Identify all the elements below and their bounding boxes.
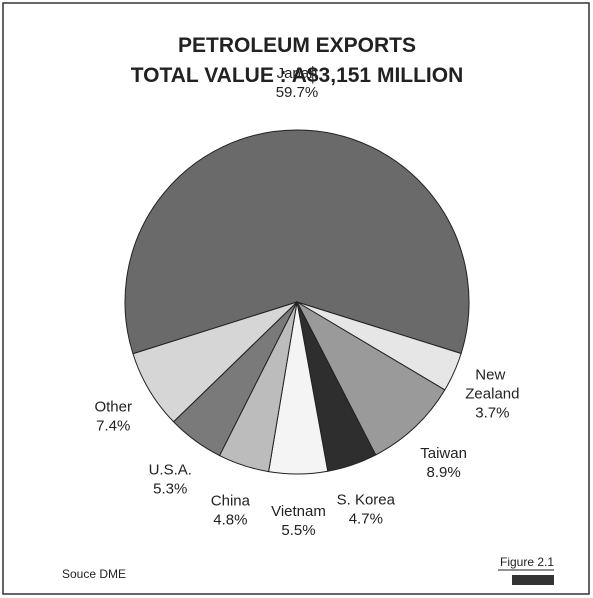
slice-label: U.S.A. — [149, 461, 192, 478]
slice-label: New Zealand — [465, 366, 519, 402]
slice-value-label: 59.7% — [276, 84, 319, 101]
slice-value-label: 5.5% — [281, 522, 315, 539]
slice-value-label: 7.4% — [96, 418, 130, 435]
slice-label: China — [211, 492, 251, 509]
slice-value-label: 5.3% — [153, 480, 187, 497]
slice-value-label: 4.8% — [213, 511, 247, 528]
slice-label: S. Korea — [337, 492, 396, 509]
slice-label: Vietnam — [271, 503, 326, 520]
slice-label: Japan — [277, 65, 318, 82]
slice-label: Taiwan — [420, 445, 467, 462]
slice-value-label: 8.9% — [427, 464, 461, 481]
pie-slice — [124, 129, 470, 355]
slice-label-line: Zealand — [465, 385, 519, 402]
slice-value-label: 4.7% — [349, 511, 383, 528]
chart-title: TOTAL VALUE : A$3,151 MILLION — [131, 64, 464, 87]
slice-value-label: 3.7% — [475, 404, 509, 421]
figure-label: Figure 2.1 — [500, 555, 554, 569]
source: Souce DME — [62, 567, 126, 581]
slice-label: Other — [94, 399, 132, 416]
chart-title: PETROLEUM EXPORTS — [178, 34, 416, 57]
pie-slice — [132, 301, 298, 423]
figure-block — [512, 575, 554, 585]
slice-label-line: New — [475, 366, 509, 383]
pie-slice — [295, 300, 446, 456]
